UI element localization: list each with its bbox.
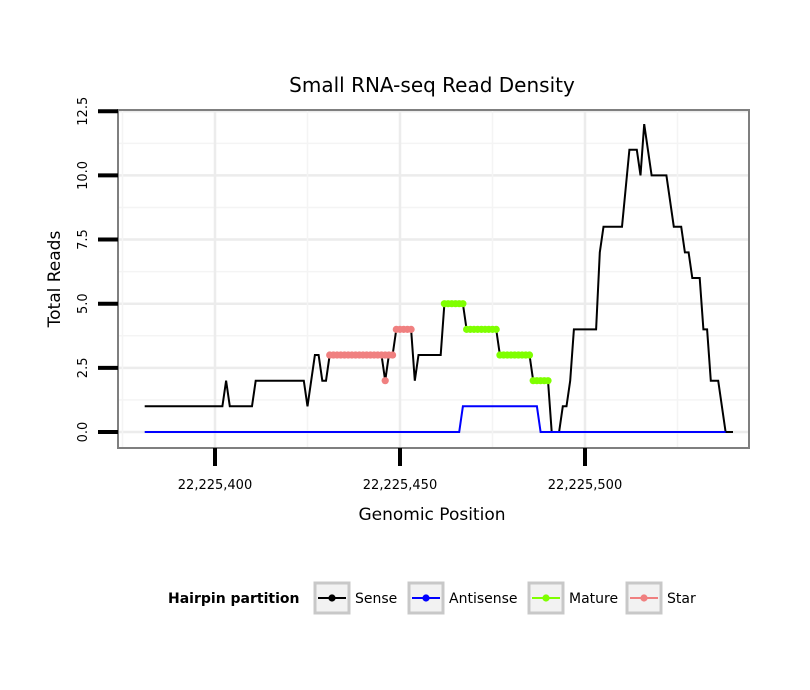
x-tick-label: 22,225,400	[178, 478, 252, 493]
series-line-antisense	[144, 405, 726, 433]
y-axis: 0.0 2.5 5.0 7.5 10.0 12.5	[76, 97, 118, 443]
data-point-mature	[459, 300, 467, 308]
legend-title: Hairpin partition	[168, 591, 299, 607]
data-point-star	[381, 377, 389, 385]
legend-key-point	[422, 594, 430, 602]
legend-key-point	[542, 594, 550, 602]
y-tick-label: 7.5	[76, 229, 91, 250]
x-axis-label: Genomic Position	[358, 505, 505, 525]
series-line-sense	[144, 123, 733, 433]
x-tick-label: 22,225,450	[363, 478, 437, 493]
plot-border	[117, 109, 750, 449]
series-points	[326, 300, 552, 385]
legend-label: Star	[667, 591, 696, 607]
y-tick-label: 0.0	[76, 422, 91, 443]
legend-item-sense: Sense	[313, 581, 397, 615]
grid-lines	[118, 110, 749, 448]
legend-key-point	[640, 594, 648, 602]
legend-item-star: Star	[625, 581, 696, 615]
y-tick-label: 10.0	[76, 161, 91, 190]
data-point-mature	[492, 325, 500, 333]
y-axis-label: Total Reads	[45, 231, 65, 329]
legend: Hairpin partition Sense Antisense Mature Sta…	[168, 581, 696, 615]
legend-item-antisense: Antisense	[407, 581, 518, 615]
chart-title: Small RNA-seq Read Density	[289, 73, 575, 97]
data-point-star	[389, 351, 397, 359]
y-tick-label: 2.5	[76, 358, 91, 379]
legend-label: Mature	[569, 591, 618, 607]
legend-key-point	[328, 594, 336, 602]
x-axis: 22,225,400 22,225,450 22,225,500	[178, 448, 622, 493]
legend-label: Antisense	[449, 591, 518, 607]
data-point-mature	[544, 377, 552, 385]
data-point-star	[407, 325, 415, 333]
series-lines	[144, 123, 733, 433]
y-tick-label: 5.0	[76, 293, 91, 314]
legend-item-mature: Mature	[527, 581, 618, 615]
legend-label: Sense	[355, 591, 397, 607]
data-point-mature	[525, 351, 534, 359]
x-tick-label: 22,225,500	[548, 478, 622, 493]
y-tick-label: 12.5	[76, 97, 91, 126]
